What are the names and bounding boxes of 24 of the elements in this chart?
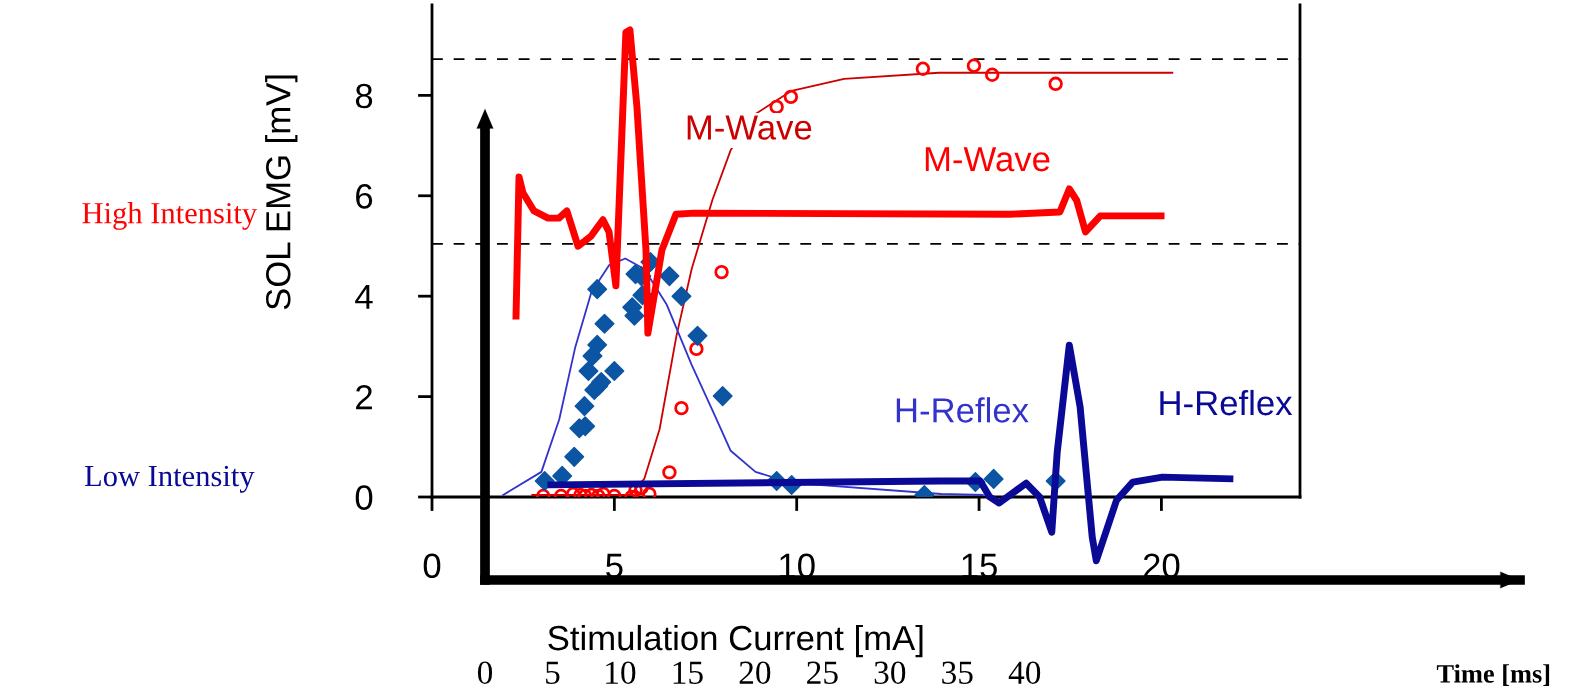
x-tick-label: 30 — [874, 661, 906, 685]
annotation: M-Wave — [687, 115, 812, 140]
y-tick-label: 4 — [355, 284, 373, 309]
y-axis-title: SOL EMG [mV] — [265, 75, 298, 310]
x-tick-label: 10 — [606, 661, 636, 685]
x-tick-label: 0 — [477, 661, 493, 685]
x-tick-label: 15 — [673, 661, 703, 685]
y-tick-label: 8 — [355, 83, 373, 109]
x-tick-label: 35 — [942, 661, 973, 685]
x-axis-title: Time [ms] — [1436, 664, 1550, 686]
x-axis-title: Stimulation Current [mA] — [548, 624, 923, 658]
x-tick-label: 0 — [423, 553, 441, 579]
text: High Intensity — [82, 202, 258, 230]
y-tick-label: 6 — [356, 184, 373, 209]
y-tick-label: 0 — [355, 485, 373, 510]
y-tick-label: 2 — [356, 384, 372, 410]
x-tick-label: 20 — [739, 661, 771, 685]
x-tick-label: 5 — [546, 661, 560, 685]
annotation: M-Wave — [925, 147, 1050, 172]
annotation: H-Reflex — [896, 397, 1029, 423]
annotation: H-Reflex — [1160, 389, 1293, 416]
text: Low Intensity — [84, 465, 255, 493]
x-tick-label: 40 — [1008, 661, 1041, 685]
x-tick-label: 25 — [807, 661, 838, 685]
